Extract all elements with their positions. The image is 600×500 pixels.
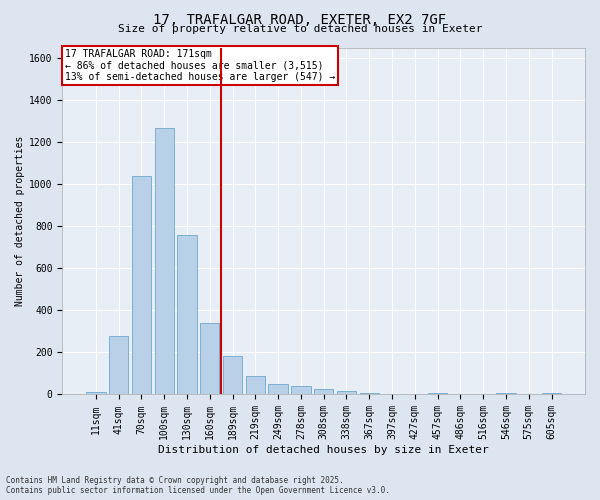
Text: Contains HM Land Registry data © Crown copyright and database right 2025.
Contai: Contains HM Land Registry data © Crown c…: [6, 476, 390, 495]
Bar: [291, 386, 311, 394]
Bar: [337, 392, 356, 394]
X-axis label: Distribution of detached houses by size in Exeter: Distribution of detached houses by size …: [158, 445, 489, 455]
Text: Size of property relative to detached houses in Exeter: Size of property relative to detached ho…: [118, 24, 482, 34]
Bar: [177, 234, 197, 394]
Bar: [155, 128, 174, 394]
Bar: [223, 356, 242, 395]
Text: 17 TRAFALGAR ROAD: 171sqm
← 86% of detached houses are smaller (3,515)
13% of se: 17 TRAFALGAR ROAD: 171sqm ← 86% of detac…: [65, 49, 335, 82]
Bar: [245, 376, 265, 394]
Bar: [314, 389, 334, 394]
Y-axis label: Number of detached properties: Number of detached properties: [15, 136, 25, 306]
Bar: [109, 336, 128, 394]
Bar: [268, 384, 288, 394]
Text: 17, TRAFALGAR ROAD, EXETER, EX2 7GF: 17, TRAFALGAR ROAD, EXETER, EX2 7GF: [154, 12, 446, 26]
Bar: [200, 323, 220, 394]
Bar: [132, 176, 151, 394]
Bar: [86, 392, 106, 394]
